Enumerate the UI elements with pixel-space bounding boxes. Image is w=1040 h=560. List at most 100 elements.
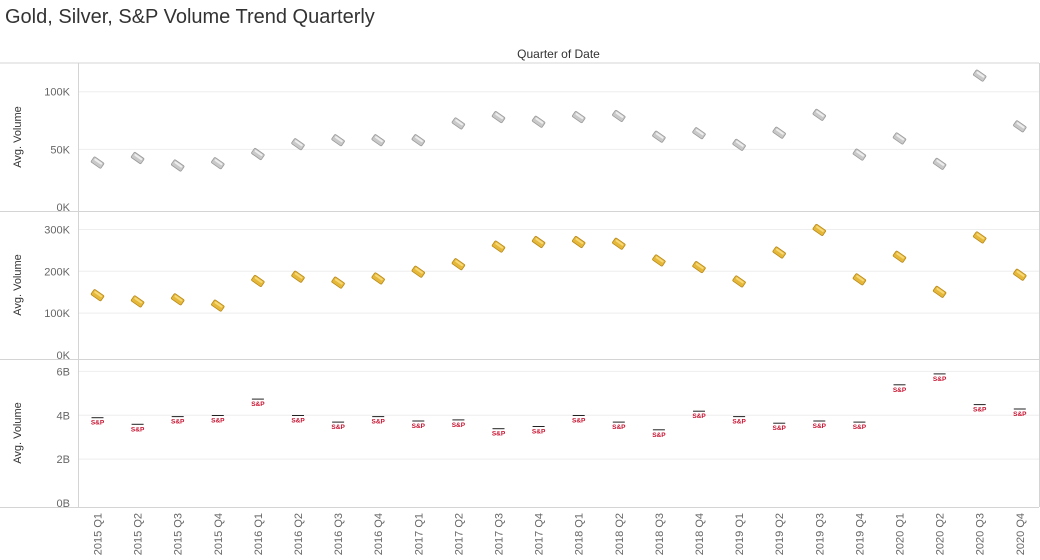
panel-3-ylabel: Avg. Volume: [12, 402, 24, 464]
panel-1-point: [251, 148, 265, 160]
silver-bar-body: [331, 134, 345, 147]
silver-bar-shape: [732, 138, 746, 151]
sp-marker-text: S&P: [291, 418, 305, 425]
xtick-label: 2018 Q2: [614, 513, 626, 555]
panel-2-point: [130, 295, 145, 308]
panel-2-ytick-label: 300K: [44, 224, 70, 236]
xtick-label: 2018 Q3: [654, 513, 666, 555]
silver-bar-body: [692, 127, 706, 140]
gold-bar-shape: [1013, 268, 1027, 281]
sp-marker-text: S&P: [131, 426, 145, 433]
silver-bar-body: [291, 138, 305, 151]
panel-1-point: [652, 130, 666, 143]
panel-3-point: S&P: [412, 420, 426, 430]
panel-3-point: S&P: [813, 420, 827, 430]
gold-bar-body: [612, 237, 626, 250]
silver-bar-shape: [211, 157, 225, 170]
xtick-label: 2016 Q2: [293, 513, 305, 555]
xtick-label: 2019 Q1: [734, 513, 746, 555]
panel-1-point: [1013, 120, 1027, 133]
gold-bar-highlight: [976, 233, 985, 240]
silver-bar-shape: [171, 159, 185, 172]
silver-bar-shape: [411, 134, 425, 147]
sp-marker-text: S&P: [492, 431, 506, 438]
panel-1-point: [612, 109, 626, 122]
panel-1-point: [171, 159, 185, 172]
panel-1-point: [692, 127, 706, 140]
sp-marker-text: S&P: [773, 425, 787, 432]
gold-bar-shape: [732, 275, 746, 288]
panel-1-ytick-label: 100K: [44, 87, 70, 99]
silver-bar-body: [652, 130, 666, 143]
gold-bar-highlight: [695, 263, 704, 270]
panel-3-ytick-label: 6B: [57, 366, 70, 378]
panel-2-ytick-label: 100K: [44, 308, 70, 320]
panel-1-point: [451, 117, 466, 130]
sp-marker-text: S&P: [732, 419, 746, 426]
gold-bar-highlight: [294, 272, 303, 279]
silver-bar-body: [973, 69, 987, 82]
silver-bar-shape: [812, 108, 826, 121]
gold-bar-body: [411, 265, 425, 278]
panel-1-point: [892, 132, 907, 145]
silver-bar-highlight: [856, 150, 865, 157]
gold-bar-shape: [652, 254, 666, 267]
panel-2-ytick-label: 200K: [44, 266, 70, 278]
gold-bar-highlight: [214, 301, 223, 308]
gold-bar-shape: [211, 299, 225, 312]
silver-bar-highlight: [174, 161, 183, 168]
panel-3-point: S&P: [572, 415, 586, 425]
gold-bar-shape: [612, 237, 626, 250]
gold-bar-highlight: [415, 267, 423, 274]
silver-bar-highlight: [936, 159, 945, 166]
silver-bar-shape: [371, 134, 385, 147]
panel-2-point: [732, 275, 746, 288]
panel-2-point: [90, 289, 105, 302]
panel-1-point: [732, 138, 746, 151]
silver-bar-shape: [130, 152, 145, 164]
silver-bar-highlight: [254, 149, 263, 157]
silver-bar-highlight: [976, 71, 985, 78]
xtick-label: 2016 Q1: [253, 513, 265, 555]
panel-1-point: [812, 108, 826, 121]
panel-2-point: [291, 270, 305, 283]
silver-bar-shape: [772, 126, 786, 139]
panel-2-point: [812, 223, 826, 236]
panel-1-point: [852, 148, 867, 161]
panel-1-point: [572, 111, 586, 124]
panel-3-point: S&P: [492, 428, 506, 438]
gold-bar-highlight: [455, 260, 464, 267]
gold-bar-shape: [331, 276, 345, 289]
gold-bar-highlight: [856, 275, 865, 282]
panel-2-point: [973, 231, 987, 244]
silver-bar-body: [451, 117, 466, 130]
silver-bar-body: [491, 111, 506, 124]
panel-1-ytick-label: 50K: [50, 144, 70, 156]
sp-marker-text: S&P: [91, 420, 105, 427]
gold-bar-body: [491, 240, 506, 253]
sp-marker-text: S&P: [933, 376, 947, 383]
silver-bar-body: [171, 159, 185, 172]
gold-bar-shape: [852, 273, 867, 286]
gold-bar-shape: [411, 265, 425, 278]
silver-bar-body: [812, 108, 826, 121]
gold-bar-highlight: [374, 274, 383, 281]
silver-bar-shape: [331, 134, 345, 147]
panel-3-point: S&P: [211, 415, 225, 425]
gold-bar-shape: [812, 223, 826, 236]
panel-2-point: [1013, 268, 1027, 281]
panel-1-point: [932, 157, 947, 170]
panel-2-point: [652, 254, 666, 267]
gold-bar-body: [732, 275, 746, 288]
panel-1-point: [491, 111, 506, 124]
gold-bar-shape: [932, 285, 947, 298]
silver-bar-body: [852, 148, 867, 161]
gold-bar-shape: [371, 272, 385, 285]
gold-bar-highlight: [936, 287, 945, 294]
gold-bar-shape: [90, 289, 105, 302]
silver-bar-highlight: [294, 140, 303, 147]
panel-2-ylabel: Avg. Volume: [12, 254, 24, 316]
gold-bar-body: [932, 285, 947, 298]
sp-marker-text: S&P: [853, 424, 867, 431]
